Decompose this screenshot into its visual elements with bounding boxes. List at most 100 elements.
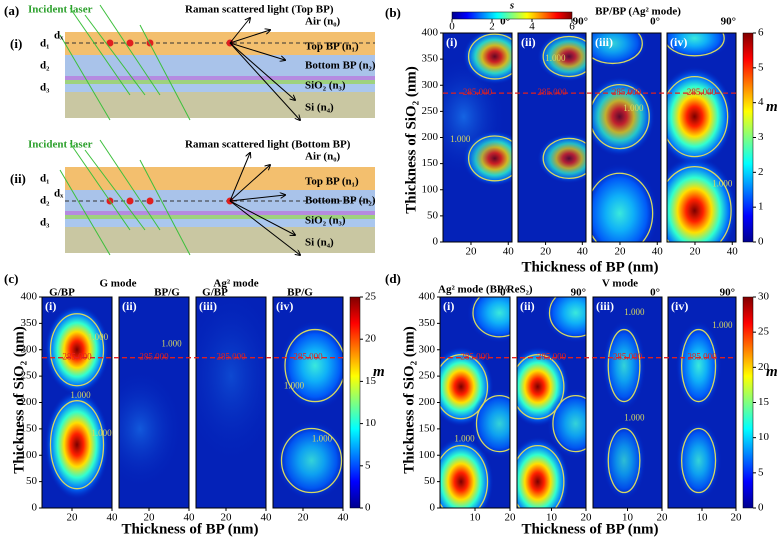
raman-ray [229, 42, 300, 120]
colorbar-tick-label: 5 [365, 459, 371, 471]
colorbar-tick-label: 30 [758, 291, 770, 303]
contour-label: 1.000 [545, 53, 566, 63]
contour [440, 444, 489, 508]
header: G/BP [202, 287, 228, 299]
panel-a: (a) (i) Incident laser Raman scattered ligh… [4, 3, 376, 255]
colorbar [349, 296, 361, 509]
contour [467, 33, 512, 80]
y-tick-label: 100 [422, 183, 439, 195]
x-axis-label: Thickness of BP (nm) [521, 521, 658, 537]
contour-label: 1.000 [454, 433, 475, 443]
frame [118, 296, 190, 509]
header: 0° [650, 16, 660, 28]
contour-label: 1.000 [284, 381, 305, 391]
colorbar-tick-label: 5 [758, 466, 764, 478]
subplot-label: (i) [446, 35, 457, 49]
header: 90° [571, 287, 586, 299]
x-tick-label: 20 [298, 512, 310, 524]
raman-label: Raman scattered light (Top BP) [185, 4, 334, 16]
x-tick-label: 20 [614, 246, 626, 258]
y-tick-label: 100 [21, 449, 38, 461]
layer [65, 211, 375, 215]
layer [65, 80, 375, 84]
x-tick-label: 40 [503, 246, 515, 258]
scale-bar [451, 11, 573, 20]
thickness-label: d₃ [40, 217, 50, 229]
layer [65, 92, 375, 118]
subplot-label: (iii) [595, 35, 613, 49]
raman-label: Raman scattered light (Bottom BP) [185, 139, 351, 151]
y-tick-label: 200 [419, 396, 436, 408]
subplot [119, 297, 189, 508]
colorbar-tick-label: 5 [758, 61, 764, 73]
x-tick-label: 10 [470, 512, 482, 524]
x-tick-label: 20 [731, 512, 743, 524]
subplot-label: (ii) [122, 299, 137, 313]
heatmap-lobe [279, 320, 343, 411]
reference-label: 285.000 [537, 87, 567, 97]
y-tick-label: 150 [419, 422, 436, 434]
x-tick-label: 20 [689, 246, 701, 258]
scatterer [126, 39, 134, 47]
reference-label: 285.000 [216, 352, 246, 362]
raman-ray [229, 153, 250, 202]
colorbar-tick-label: 1 [758, 201, 764, 213]
contour [517, 354, 565, 420]
colorbar [742, 296, 754, 509]
heatmap-lobe [667, 33, 731, 61]
subplot [517, 297, 586, 508]
reference-label: 285.000 [139, 352, 169, 362]
panel-label: (d) [385, 271, 401, 286]
raman-ray [229, 30, 270, 44]
contour [284, 328, 343, 403]
thickness-label: d₂ [40, 60, 50, 72]
contour [592, 33, 643, 65]
x-tick-label: 20 [657, 512, 669, 524]
x-axis-label: Thickness of BP (nm) [521, 259, 658, 275]
heatmap-lobe [119, 368, 183, 489]
reference-label: 285.000 [460, 352, 490, 362]
contour [680, 427, 717, 494]
subplot [443, 33, 512, 242]
subplot [518, 33, 586, 242]
contour [592, 83, 650, 150]
header: G/BP [49, 287, 75, 299]
colorbar-tick-label: 3 [758, 131, 764, 143]
y-tick-label: 150 [422, 157, 439, 169]
x-tick-label: 20 [505, 512, 517, 524]
thickness-label: d₁ [40, 38, 49, 50]
y-axis-label: Thickness of SiO₂ (nm) [401, 326, 417, 473]
header: 0° [500, 16, 510, 28]
contour [475, 394, 510, 453]
contour [542, 35, 586, 78]
y-tick-label: 400 [419, 291, 436, 303]
y-tick-label: 350 [419, 317, 436, 329]
reference-label: 285.000 [537, 352, 567, 362]
heatmap-lobe [44, 304, 110, 395]
laser-ray [69, 7, 131, 96]
header: 0° [650, 287, 660, 299]
raman-ray [229, 18, 250, 44]
laser-ray [69, 142, 131, 231]
subplot-label: (iv) [276, 299, 293, 313]
layer-label: Top BP (n₁) [305, 176, 359, 188]
scale-label: s [509, 0, 514, 12]
thickness-label: d₃ [40, 82, 50, 94]
y-tick-label: 300 [419, 343, 436, 355]
contour [280, 427, 343, 494]
x-axis-label: Thickness of BP (nm) [121, 521, 258, 537]
raman-ray [229, 200, 300, 255]
subplot [592, 33, 661, 242]
heatmap-lobe [537, 133, 586, 184]
colorbar-tick-label: 25 [758, 326, 770, 338]
raman-ray [229, 195, 285, 202]
colorbar-tick-label: 20 [365, 333, 377, 345]
reference-label: 285.000 [612, 87, 642, 97]
contour-label: 1.000 [161, 339, 182, 349]
frame [517, 32, 587, 243]
laser-ray [99, 4, 161, 96]
layer-label: SiO₂ (n₃) [305, 80, 346, 92]
x-tick-label: 20 [581, 512, 593, 524]
reference-label: 285.000 [687, 352, 717, 362]
